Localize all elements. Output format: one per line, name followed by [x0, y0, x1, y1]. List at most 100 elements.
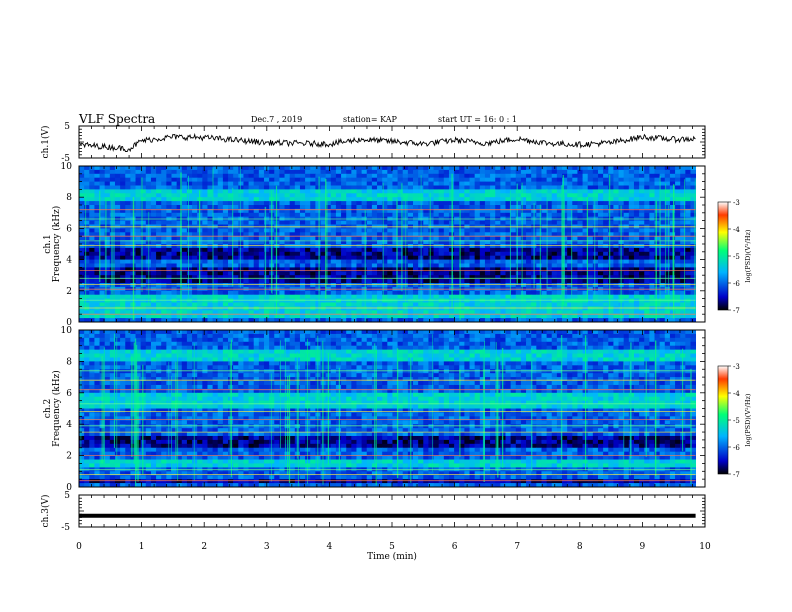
- ch1-spectrogram-cell: [371, 244, 378, 249]
- ch1-spectrogram-cell: [392, 181, 398, 186]
- ch1-spectrogram-cell: [212, 267, 219, 272]
- ch1-spectrogram-cell: [515, 212, 522, 218]
- ch1-spectrogram-cell: [551, 181, 558, 186]
- ch1-spectrogram-cell: [556, 232, 563, 237]
- ch1-spectrogram-cell: [140, 247, 147, 253]
- ch1-spectrogram-cell: [639, 302, 645, 307]
- ch2-spectrogram-cell: [207, 330, 213, 335]
- ch1-spectrogram-cell: [330, 255, 337, 260]
- ch1-spectrogram-cell: [217, 185, 224, 190]
- ch1-spectrogram-cell: [114, 314, 121, 319]
- ch2-spectrogram-cell: [438, 330, 445, 335]
- ch1-spectrogram-cell: [186, 228, 193, 233]
- ch1-spectrogram-cell: [217, 173, 224, 179]
- ch1-spectrogram-cell: [397, 181, 404, 186]
- ch1-spectrogram-cell: [176, 212, 183, 218]
- ch1-spectrogram-cell: [125, 232, 131, 237]
- ch1-spectrogram-cell: [628, 306, 635, 311]
- ch1-spectrogram-cell: [361, 236, 368, 241]
- ch1-spectrogram-cell: [520, 236, 527, 241]
- ch1-spectrogram-cell: [407, 236, 414, 241]
- ch1-spectrogram-cell: [274, 166, 280, 171]
- ch1-spectrogram-cell: [623, 220, 630, 225]
- ch1-spectrogram-cell: [526, 197, 532, 202]
- ch1-spectrogram-cell: [207, 247, 213, 253]
- ch1-spectrogram-cell: [294, 306, 301, 311]
- ch1-spectrogram-cell: [603, 271, 609, 276]
- ch1-spectrogram-cell: [464, 290, 470, 296]
- ch1-spectrogram-cell: [150, 271, 157, 276]
- ch1-spectrogram-cell: [628, 263, 635, 268]
- ch1-spectrogram-cell: [438, 208, 445, 214]
- ch1-spectrogram-cell: [459, 169, 465, 175]
- ch1-spectrogram-cell: [351, 275, 357, 280]
- ch1-spectrogram-cell: [443, 314, 450, 319]
- ch1-spectrogram-cell: [603, 306, 609, 311]
- ch1-spectrogram-cell: [156, 267, 162, 272]
- ch1-spectrogram-cell: [680, 166, 686, 171]
- ch1-spectrogram-cell: [320, 306, 327, 311]
- ch1-spectrogram-cell: [438, 197, 445, 202]
- ch1-spectrogram-cell: [433, 236, 440, 241]
- ch1-spectrogram-cell: [202, 181, 208, 186]
- ch1-spectrogram-cell: [186, 244, 193, 249]
- ch1-spectrogram-cell: [330, 201, 337, 206]
- ch1-spectrogram-cell: [150, 294, 157, 299]
- ch1-spectrogram-cell: [263, 259, 270, 264]
- ch1-spectrogram-cell: [238, 240, 244, 245]
- ch1-spectrogram-cell: [592, 228, 599, 233]
- ch1-spectrogram-cell: [305, 310, 311, 315]
- ch1-spectrogram-cell: [423, 271, 429, 276]
- ch1-spectrogram-cell: [104, 169, 111, 175]
- ch1-spectrogram-cell: [89, 314, 95, 319]
- ch1-spectrogram-cell: [623, 283, 630, 288]
- ch1-spectrogram-cell: [361, 212, 368, 218]
- ch1-spectrogram-cell: [84, 212, 90, 218]
- ch1-spectrogram-cell: [500, 177, 506, 182]
- ch1-spectrogram-cell: [500, 212, 506, 218]
- ch1-spectrogram-cell: [228, 185, 234, 190]
- ch1-spectrogram-cell: [639, 314, 645, 319]
- ch1-spectrogram-cell: [125, 185, 131, 190]
- ch1-spectrogram-cell: [176, 247, 183, 253]
- ch1-spectrogram-cell: [392, 212, 398, 218]
- ch1-spectrogram-cell: [171, 275, 178, 280]
- ch1-spectrogram-cell: [551, 290, 558, 296]
- ch1-spectrogram-cell: [454, 271, 460, 276]
- ch1-spectrogram-cell: [248, 220, 255, 225]
- ch1-spectrogram-cell: [690, 185, 697, 190]
- ch1-spectrogram-cell: [161, 193, 167, 198]
- ch1-spectrogram-cell: [680, 201, 686, 206]
- ch1-spectrogram-cell: [680, 310, 686, 315]
- ch1-spectrogram-cell: [114, 166, 121, 171]
- ch1-spectrogram-cell: [654, 294, 661, 299]
- ch1-spectrogram-cell: [166, 306, 172, 311]
- ch1-spectrogram-cell: [361, 240, 368, 245]
- ch1-spectrogram-cell: [541, 220, 547, 225]
- ch1-spectrogram-cell: [356, 314, 363, 319]
- ch1-spectrogram-cell: [520, 318, 527, 323]
- ch1-spectrogram-cell: [104, 240, 111, 245]
- ch1-spectrogram-cell: [289, 173, 296, 179]
- ch1-spectrogram-cell: [161, 267, 167, 272]
- ch1-spectrogram-cell: [89, 193, 95, 198]
- ch1-spectrogram-cell: [536, 310, 542, 315]
- ch1-spectrogram-cell: [233, 283, 239, 288]
- ch1-spectrogram-cell: [541, 290, 547, 296]
- ch1-spectrogram-cell: [202, 310, 208, 315]
- ch1-spectrogram-cell: [274, 173, 280, 179]
- ch1-spectrogram-cell: [413, 244, 419, 249]
- ch1-spectrogram-cell: [413, 283, 419, 288]
- ch1-spectrogram-cell: [469, 279, 476, 284]
- ch2-spectrogram-cell: [310, 330, 316, 335]
- ch1-spectrogram-cell: [592, 275, 599, 280]
- ch1-spectrogram-cell: [310, 212, 316, 218]
- ch1-spectrogram-cell: [454, 259, 460, 264]
- ch1-spectrogram-cell: [490, 271, 496, 276]
- ch1-spectrogram-cell: [464, 279, 470, 284]
- ch1-spectrogram-cell: [346, 236, 352, 241]
- ch1-spectrogram-cell: [84, 189, 90, 194]
- ch1-spectrogram-cell: [325, 251, 332, 257]
- ch1-spectrogram-cell: [263, 236, 270, 241]
- ch1-spectrogram-cell: [207, 181, 213, 186]
